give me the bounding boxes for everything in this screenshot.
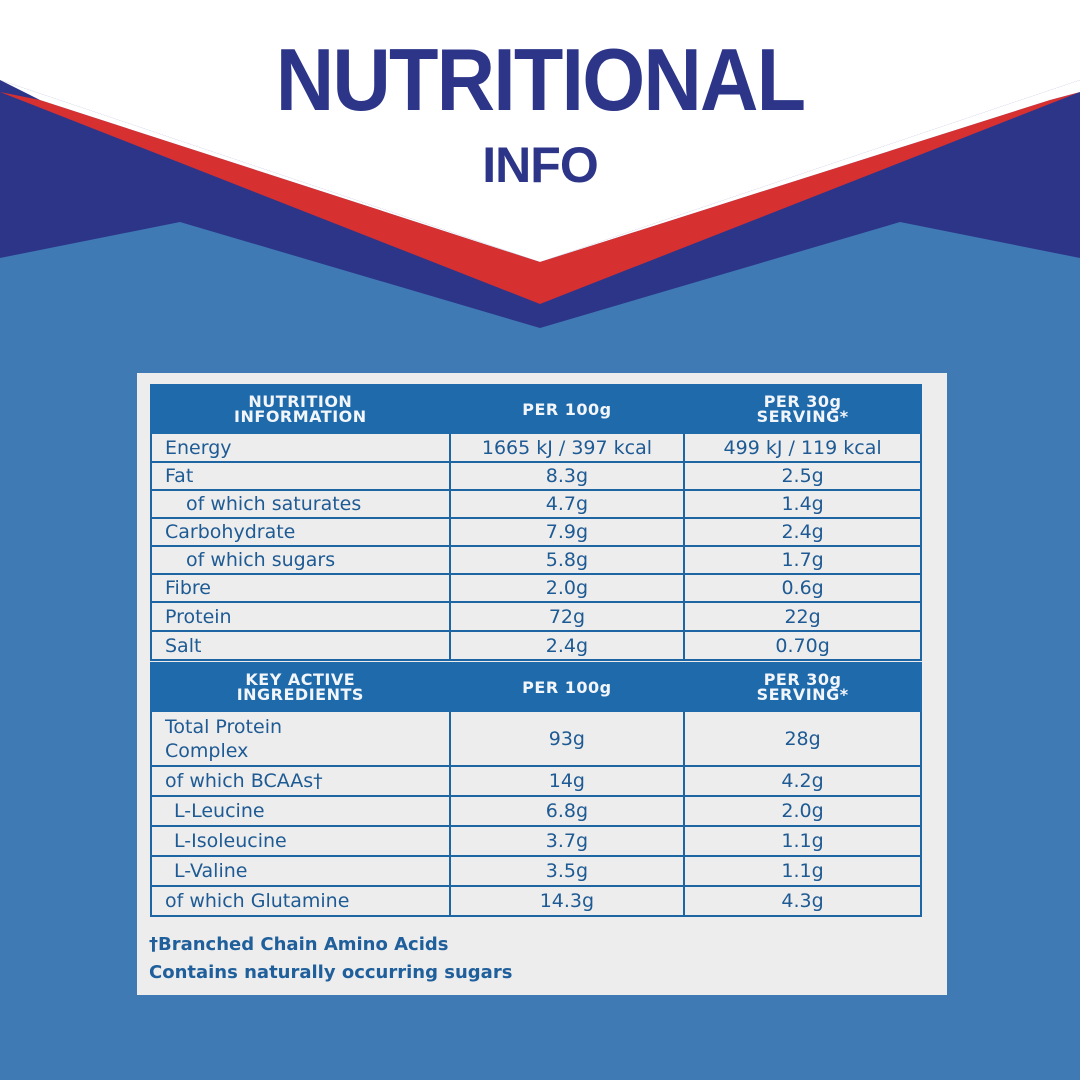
table-row: Fat 8.3g 2.5g: [150, 461, 922, 491]
page-subtitle: INFO: [482, 137, 598, 193]
cell-per100: 7.9g: [448, 517, 686, 547]
table-row: L-Leucine 6.8g 2.0g: [150, 795, 922, 827]
row-label: of which BCAAs†: [150, 765, 451, 797]
cell-per30: 2.5g: [683, 461, 922, 491]
table-header-row: NUTRITION INFORMATION PER 100g PER 30g SER…: [150, 384, 922, 434]
table-row: of which Glutamine 14.3g 4.3g: [150, 885, 922, 917]
table-row: Fibre 2.0g 0.6g: [150, 573, 922, 603]
table-row: Salt 2.4g 0.70g: [150, 630, 922, 661]
footnote-sugars: Contains naturally occurring sugars: [149, 962, 513, 983]
cell-per100: 2.0g: [448, 573, 686, 603]
cell-per30: 1.7g: [683, 545, 922, 575]
cell-per100: 14g: [448, 765, 686, 797]
row-label: Total Protein Complex: [150, 710, 451, 767]
row-label: Fat: [150, 461, 451, 491]
cell-per30: 499 kJ / 119 kcal: [683, 432, 922, 463]
footnotes: †Branched Chain Amino Acids Contains nat…: [149, 931, 512, 987]
row-label: of which Glutamine: [150, 885, 451, 917]
table-row: Carbohydrate 7.9g 2.4g: [150, 517, 922, 547]
table-row: of which sugars 5.8g 1.7g: [150, 545, 922, 575]
row-label: Salt: [150, 630, 451, 661]
column-header-per100: PER 100g: [448, 384, 686, 434]
cell-per100: 72g: [448, 601, 686, 632]
cell-per30: 0.70g: [683, 630, 922, 661]
table-row: of which saturates 4.7g 1.4g: [150, 489, 922, 519]
footnote-bcaa: †Branched Chain Amino Acids: [149, 934, 449, 955]
column-header-ingredients: KEY ACTIVE INGREDIENTS: [150, 662, 451, 712]
column-header-per100: PER 100g: [448, 662, 686, 712]
table-row: Energy 1665 kJ / 397 kcal 499 kJ / 119 kca…: [150, 432, 922, 463]
column-header-nutrition: NUTRITION INFORMATION: [150, 384, 451, 434]
cell-per100: 14.3g: [448, 885, 686, 917]
header-chevron-graphic: [0, 0, 1080, 340]
cell-per100: 1665 kJ / 397 kcal: [448, 432, 686, 463]
cell-per30: 1.4g: [683, 489, 922, 519]
cell-per100: 4.7g: [448, 489, 686, 519]
cell-per100: 5.8g: [448, 545, 686, 575]
row-label: Energy: [150, 432, 451, 463]
nutrition-card: NUTRITION INFORMATION PER 100g PER 30g SER…: [137, 373, 947, 995]
cell-per30: 1.1g: [683, 855, 922, 887]
row-label: L-Valine: [150, 855, 451, 887]
nutrition-table: NUTRITION INFORMATION PER 100g PER 30g SER…: [150, 384, 922, 661]
cell-per100: 3.7g: [448, 825, 686, 857]
table-row: of which BCAAs† 14g 4.2g: [150, 765, 922, 797]
table-row: L-Valine 3.5g 1.1g: [150, 855, 922, 887]
table-row: Total Protein Complex 93g 28g: [150, 710, 922, 767]
row-label: of which saturates: [150, 489, 451, 519]
cell-per30: 22g: [683, 601, 922, 632]
row-label: of which sugars: [150, 545, 451, 575]
row-label: L-Isoleucine: [150, 825, 451, 857]
table-header-row: KEY ACTIVE INGREDIENTS PER 100g PER 30g SE…: [150, 662, 922, 712]
cell-per100: 2.4g: [448, 630, 686, 661]
column-header-per30: PER 30g SERVING*: [683, 662, 922, 712]
table-row: L-Isoleucine 3.7g 1.1g: [150, 825, 922, 857]
column-header-per30: PER 30g SERVING*: [683, 384, 922, 434]
table-row: Protein 72g 22g: [150, 601, 922, 632]
ingredients-table: KEY ACTIVE INGREDIENTS PER 100g PER 30g SE…: [150, 662, 922, 917]
row-label: Fibre: [150, 573, 451, 603]
page-title: NUTRITIONAL: [275, 30, 806, 129]
cell-per30: 1.1g: [683, 825, 922, 857]
row-label: L-Leucine: [150, 795, 451, 827]
cell-per30: 2.0g: [683, 795, 922, 827]
cell-per30: 0.6g: [683, 573, 922, 603]
cell-per30: 2.4g: [683, 517, 922, 547]
cell-per100: 3.5g: [448, 855, 686, 887]
cell-per100: 6.8g: [448, 795, 686, 827]
cell-per30: 28g: [683, 710, 922, 767]
cell-per100: 93g: [448, 710, 686, 767]
cell-per100: 8.3g: [448, 461, 686, 491]
row-label: Carbohydrate: [150, 517, 451, 547]
row-label: Protein: [150, 601, 451, 632]
cell-per30: 4.2g: [683, 765, 922, 797]
cell-per30: 4.3g: [683, 885, 922, 917]
